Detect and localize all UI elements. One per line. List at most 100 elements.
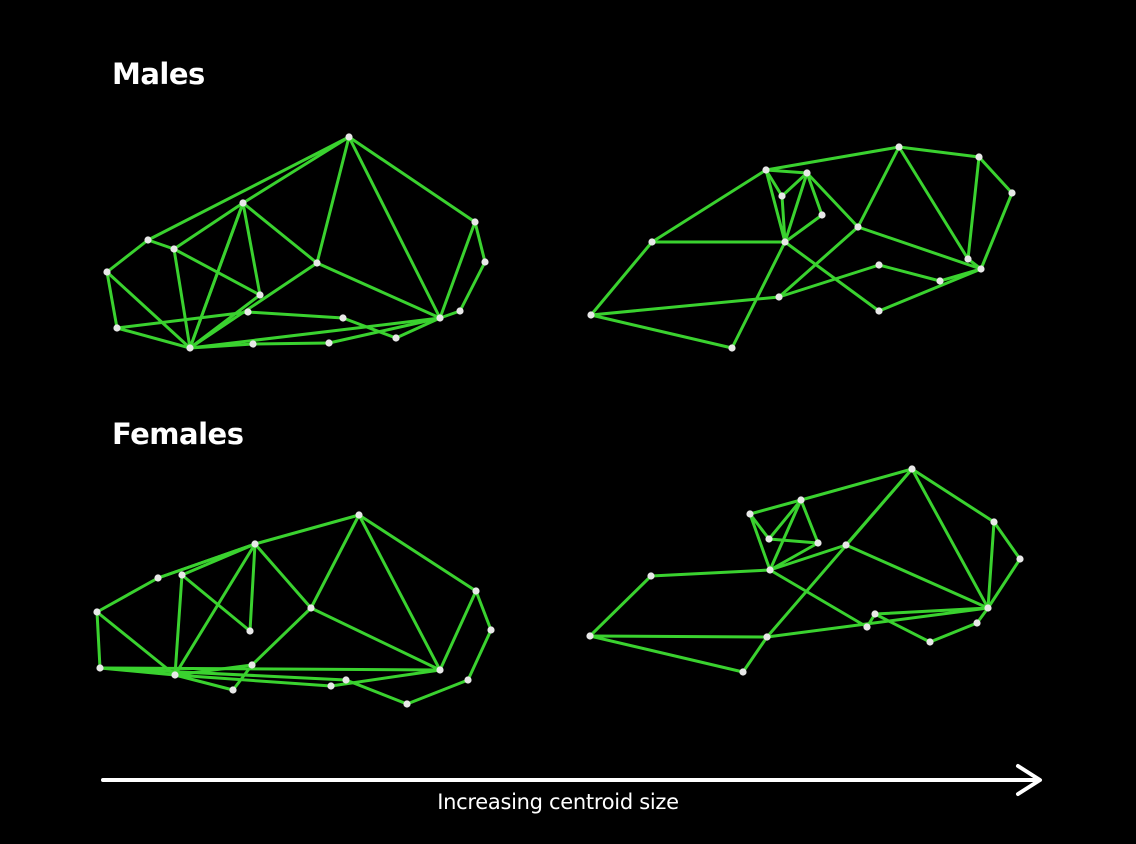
male-small-wireframe: [103, 133, 489, 352]
landmark-point: [778, 192, 786, 200]
wire-edge: [730, 240, 787, 350]
landmark-point: [456, 307, 464, 315]
wire-edge: [783, 240, 881, 313]
landmark-point: [186, 344, 194, 352]
landmark-point: [472, 587, 480, 595]
wire-edge: [172, 247, 192, 350]
landmark-point: [229, 686, 237, 694]
wire-edge: [98, 666, 348, 682]
landmark-point: [818, 211, 826, 219]
landmark-point: [239, 199, 247, 207]
wire-edge: [873, 612, 932, 644]
landmark-point: [471, 218, 479, 226]
wire-edge: [764, 145, 901, 172]
wire-edge: [98, 666, 442, 672]
landmark-point: [342, 676, 350, 684]
wire-edge: [856, 145, 901, 229]
landmark-point: [763, 633, 771, 641]
wire-edge: [768, 568, 869, 629]
wire-edge: [188, 201, 245, 350]
wire-edge: [95, 610, 177, 677]
wire-edge: [327, 316, 442, 345]
wire-edge: [764, 168, 809, 175]
landmark-point: [1016, 555, 1024, 563]
wire-edge: [251, 341, 331, 346]
wire-edge: [438, 589, 478, 672]
wire-edge: [977, 155, 1014, 195]
wire-edge: [767, 537, 820, 545]
wire-edge: [105, 270, 119, 330]
wire-edge: [105, 238, 150, 274]
landmark-point: [144, 236, 152, 244]
landmark-point: [587, 311, 595, 319]
wire-edge: [473, 220, 487, 264]
size-axis-arrow: [101, 764, 1042, 796]
wire-edge: [341, 316, 398, 340]
landmark-point: [762, 166, 770, 174]
landmark-point: [647, 572, 655, 580]
landmark-point: [327, 682, 335, 690]
wire-edge: [309, 606, 442, 672]
wire-edge: [250, 606, 313, 667]
landmark-point: [842, 541, 850, 549]
wire-edge: [741, 635, 769, 674]
wire-edge: [979, 191, 1014, 271]
landmark-point: [746, 510, 754, 518]
wire-edge: [805, 171, 860, 229]
wire-edge: [765, 467, 914, 639]
wire-edge: [180, 573, 252, 633]
wire-edge: [768, 498, 803, 572]
landmark-point: [436, 666, 444, 674]
axis-label: Increasing centroid size: [437, 790, 679, 814]
landmark-point: [154, 574, 162, 582]
wire-edge: [172, 201, 245, 251]
wire-edge: [344, 678, 409, 706]
wire-edge: [992, 520, 1022, 561]
wire-edge: [777, 225, 860, 299]
landmark-point: [803, 169, 811, 177]
wire-edge: [897, 145, 970, 261]
wire-edge: [799, 467, 914, 502]
wire-edge: [588, 634, 769, 639]
landmark-point: [797, 496, 805, 504]
landmark-point: [251, 540, 259, 548]
landmark-point: [926, 638, 934, 646]
wire-edge: [474, 589, 493, 632]
landmark-point: [766, 566, 774, 574]
wire-edge: [231, 663, 254, 692]
wire-edge: [241, 201, 319, 265]
landmark-point: [256, 291, 264, 299]
wire-edge: [253, 542, 313, 610]
wire-edge: [357, 513, 442, 672]
landmark-point: [781, 238, 789, 246]
wire-edge: [783, 213, 824, 244]
landmark-point: [355, 511, 363, 519]
landmark-point: [246, 627, 254, 635]
landmark-point: [990, 518, 998, 526]
landmark-point: [325, 339, 333, 347]
landmark-point: [248, 661, 256, 669]
wire-edge: [783, 171, 809, 244]
landmark-point: [392, 334, 400, 342]
wire-edge: [986, 520, 996, 610]
wire-edge: [146, 238, 176, 251]
wire-edge: [986, 557, 1022, 610]
landmark-point: [586, 632, 594, 640]
landmark-point: [307, 604, 315, 612]
wire-edge: [309, 513, 361, 610]
landmark-point: [871, 610, 879, 618]
landmark-point: [775, 293, 783, 301]
wire-edge: [180, 542, 257, 577]
wire-edge: [172, 247, 262, 297]
landmark-point: [875, 261, 883, 269]
wire-edge: [347, 135, 477, 224]
males-title: Males: [112, 57, 205, 91]
wire-edge: [241, 201, 262, 297]
wire-edge: [315, 135, 351, 265]
landmark-point: [875, 307, 883, 315]
females-title: Females: [112, 417, 244, 451]
landmark-point: [739, 668, 747, 676]
wire-edge: [188, 316, 442, 350]
wire-edge: [928, 621, 979, 644]
wire-edge: [768, 541, 820, 572]
